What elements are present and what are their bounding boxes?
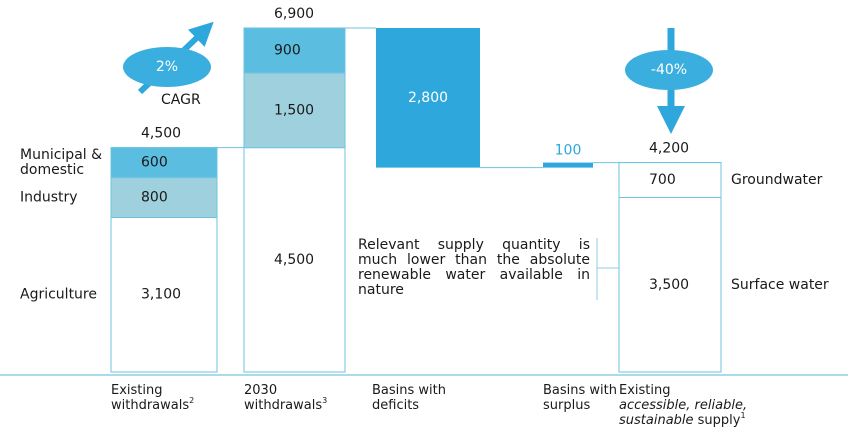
category-label: surplus <box>543 398 590 413</box>
category-label-part: Existing <box>111 383 163 398</box>
change-bar <box>376 28 480 168</box>
growth-label: 2% <box>156 59 178 75</box>
segment-name: Municipal & <box>20 147 102 163</box>
segment-label: 1,500 <box>274 102 314 118</box>
total-label: 6,900 <box>274 6 314 22</box>
category-label: deficits <box>372 398 419 413</box>
change-label: 100 <box>555 143 582 159</box>
category-label-part: withdrawals <box>111 398 189 413</box>
segment-label: 3,500 <box>649 277 689 293</box>
category-label-part: Existing <box>619 383 671 398</box>
growth-text: CAGR <box>161 92 201 108</box>
segment-name: Groundwater <box>731 172 823 188</box>
change-label: 2,800 <box>408 90 448 106</box>
category-label: withdrawals3 <box>244 396 327 413</box>
category-label-part: sustainable <box>619 413 694 428</box>
note: Relevant supply quantity is much lower t… <box>358 238 590 298</box>
segment <box>110 147 218 179</box>
category-label-part: Basins with <box>543 383 617 398</box>
category-label-part: Basins with <box>372 383 446 398</box>
segment-name: domestic <box>20 162 84 178</box>
segment-label: 3,100 <box>141 287 181 303</box>
category-label: Basins with <box>543 383 617 398</box>
segment <box>243 147 346 373</box>
category-label-part: 3 <box>322 396 327 405</box>
note-box: Relevant supply quantity is much lower t… <box>358 238 590 298</box>
category-label: Existing <box>111 383 163 398</box>
growth-bubble <box>123 47 211 87</box>
segment <box>618 197 722 373</box>
segment <box>110 216 218 373</box>
category-label-part: 2030 <box>244 383 277 398</box>
decline-bubble <box>625 50 713 90</box>
segment-label: 600 <box>141 155 168 171</box>
total-label: 4,500 <box>141 126 181 142</box>
category-label: sustainable supply1 <box>619 411 746 428</box>
category-label-part: withdrawals <box>244 398 322 413</box>
segment-label: 900 <box>274 42 301 58</box>
category-label-part: deficits <box>372 398 419 413</box>
category-label: accessible, reliable, <box>619 398 747 413</box>
segment-label: 700 <box>649 172 676 188</box>
category-label-part: 2 <box>189 396 194 405</box>
category-label-part: 1 <box>741 411 746 420</box>
change-bar <box>543 162 593 168</box>
segment <box>618 162 722 199</box>
segment-name: Agriculture <box>20 287 97 303</box>
category-label-part: surplus <box>543 398 590 413</box>
category-label-part: accessible, reliable, <box>619 398 747 413</box>
segment-label: 800 <box>141 190 168 206</box>
segment <box>243 27 346 74</box>
segment-name: Industry <box>20 190 78 206</box>
decline-label: -40% <box>651 62 687 78</box>
category-label: Existing <box>619 383 671 398</box>
segment <box>110 177 218 218</box>
category-label: 2030 <box>244 383 277 398</box>
category-label: Basins with <box>372 383 446 398</box>
category-label: withdrawals2 <box>111 396 194 413</box>
category-label-part: supply <box>694 413 741 428</box>
total-label: 4,200 <box>649 141 689 157</box>
segment-name: Surface water <box>731 277 829 293</box>
segment-label: 4,500 <box>274 252 314 268</box>
